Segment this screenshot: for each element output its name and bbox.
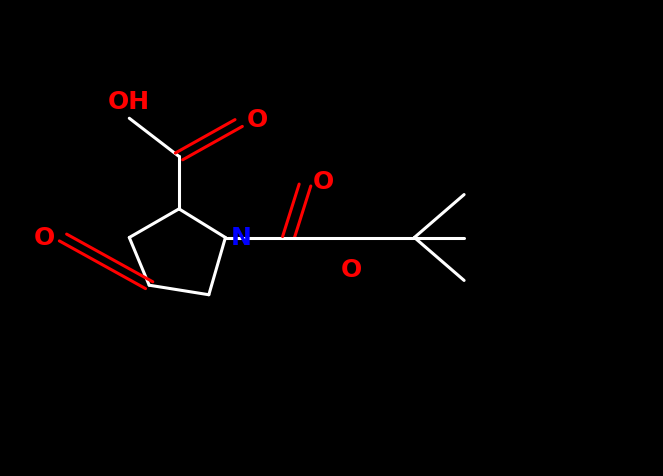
Text: O: O bbox=[341, 257, 362, 281]
Text: N: N bbox=[231, 226, 251, 250]
Text: OH: OH bbox=[108, 89, 151, 113]
Text: O: O bbox=[313, 170, 334, 194]
Text: O: O bbox=[34, 226, 55, 250]
Text: O: O bbox=[247, 108, 268, 132]
